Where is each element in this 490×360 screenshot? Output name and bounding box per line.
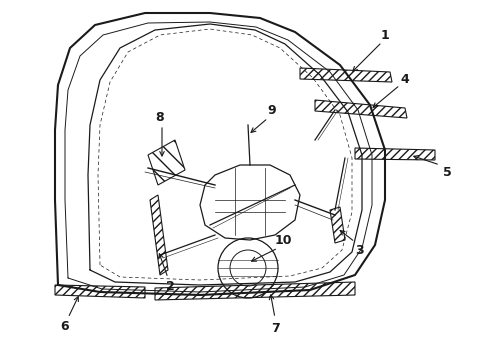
Text: 3: 3 — [356, 243, 364, 257]
Polygon shape — [155, 282, 355, 300]
Polygon shape — [150, 195, 168, 275]
Polygon shape — [300, 68, 392, 82]
Polygon shape — [148, 140, 185, 185]
Text: 7: 7 — [271, 321, 280, 334]
Text: 9: 9 — [268, 104, 276, 117]
Polygon shape — [200, 165, 300, 240]
Text: 4: 4 — [401, 72, 409, 86]
Text: 5: 5 — [442, 166, 451, 179]
Polygon shape — [315, 100, 407, 118]
Polygon shape — [330, 207, 345, 243]
Text: 8: 8 — [156, 111, 164, 123]
Text: 10: 10 — [274, 234, 292, 247]
Text: 2: 2 — [166, 280, 174, 293]
Text: 1: 1 — [381, 28, 390, 41]
Text: 6: 6 — [61, 320, 69, 333]
Polygon shape — [355, 148, 435, 160]
Polygon shape — [55, 285, 145, 298]
